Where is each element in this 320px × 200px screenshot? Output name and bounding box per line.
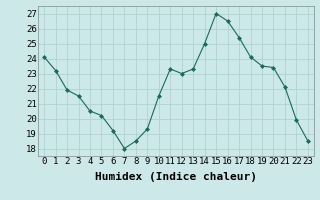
X-axis label: Humidex (Indice chaleur): Humidex (Indice chaleur) bbox=[95, 172, 257, 182]
